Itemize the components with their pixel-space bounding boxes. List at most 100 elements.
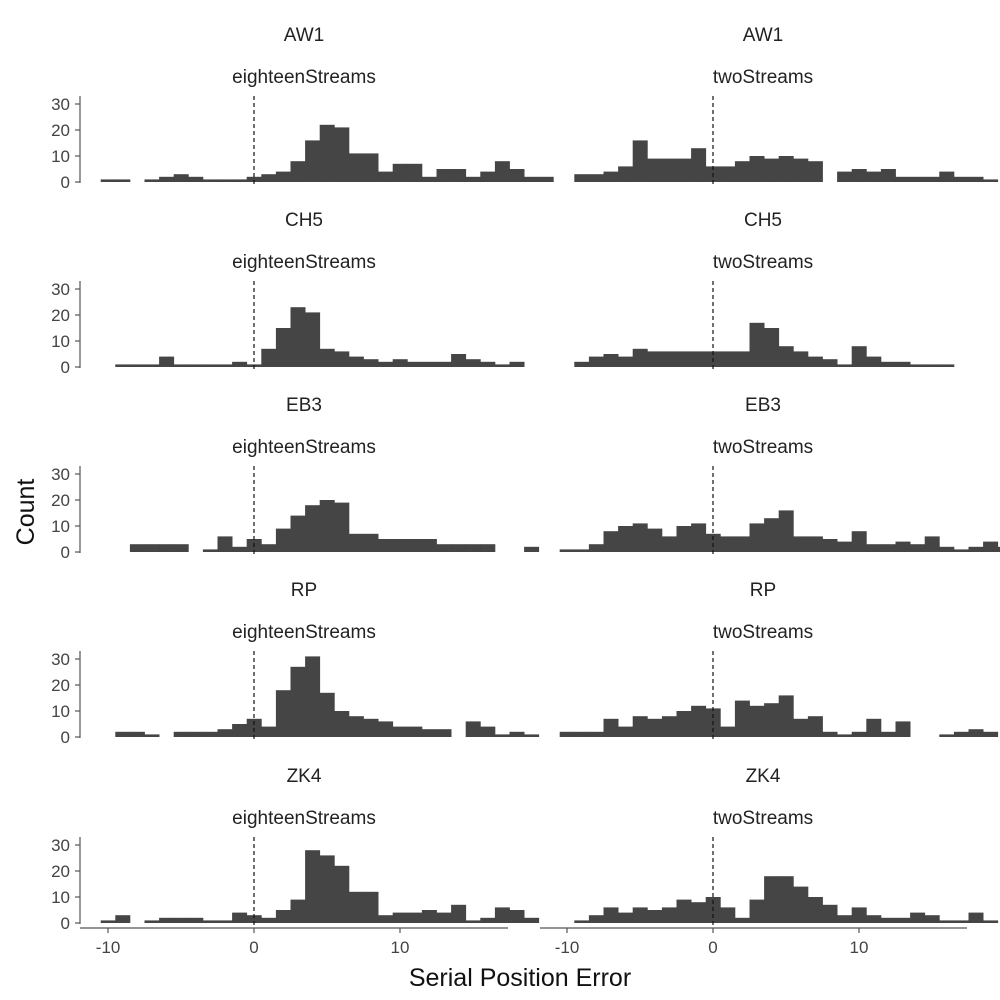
histogram-bar	[305, 850, 321, 923]
histogram-bar	[232, 724, 248, 737]
histogram-bar	[465, 920, 481, 923]
histogram-bar	[261, 174, 277, 182]
histogram-bar	[647, 351, 663, 367]
histogram-bar	[451, 904, 467, 923]
histogram-bar	[494, 161, 510, 182]
histogram-bar	[618, 166, 634, 182]
histogram-bar	[778, 695, 794, 737]
histogram-bar	[924, 364, 940, 367]
histogram-bar	[880, 544, 896, 552]
histogram-bar	[509, 731, 525, 737]
histogram-bar	[910, 364, 926, 367]
facet-row-label: EB3	[745, 395, 781, 416]
histogram-bar	[334, 502, 350, 552]
histogram-bar	[749, 156, 765, 182]
histogram-bar	[480, 171, 496, 182]
histogram-bar	[851, 531, 867, 552]
histogram-bar	[261, 544, 277, 552]
histogram-bar	[618, 526, 634, 552]
histogram-bar	[866, 915, 882, 923]
histogram-bar	[837, 915, 853, 923]
y-tick-label: 20	[51, 306, 70, 325]
histogram-bar	[793, 886, 809, 923]
facet-row-label: RP	[291, 580, 317, 601]
histogram-bar	[837, 364, 853, 367]
facet-row-label: AW1	[743, 25, 783, 46]
histogram-bar	[378, 361, 394, 367]
y-tick-label: 20	[51, 862, 70, 881]
histogram-bar	[793, 718, 809, 737]
histogram-bar	[275, 690, 291, 737]
histogram-bar	[968, 912, 984, 923]
y-tick-label: 10	[51, 517, 70, 536]
histogram-bar	[822, 731, 838, 737]
histogram-bar	[968, 729, 984, 737]
histogram-bar	[895, 176, 911, 182]
histogram-bar	[144, 179, 160, 182]
y-axis-title: Count	[12, 479, 40, 546]
histogram-bar	[968, 176, 984, 182]
histogram-bar	[246, 915, 262, 923]
histogram-bar	[319, 124, 335, 182]
y-tick-label: 20	[51, 676, 70, 695]
histogram-bar	[983, 920, 999, 923]
histogram-bar	[676, 526, 692, 552]
histogram-bar	[939, 920, 955, 923]
facet-column-label: twoStreams	[713, 67, 813, 88]
histogram-bar	[588, 915, 604, 923]
histogram-bar	[363, 533, 379, 552]
histogram-bar	[793, 158, 809, 182]
histogram-bar	[618, 356, 634, 367]
histogram-bar	[334, 865, 350, 923]
histogram-bar	[603, 531, 619, 552]
histogram-bar	[275, 910, 291, 923]
histogram-bar	[144, 544, 160, 552]
histogram-bar	[603, 907, 619, 923]
histogram-bar	[983, 179, 999, 182]
histogram-bar	[851, 346, 867, 367]
histogram-bar	[661, 907, 677, 923]
histogram-bar	[880, 731, 896, 737]
facet-row-label: CH5	[744, 210, 782, 231]
histogram-bar	[910, 912, 926, 923]
histogram-bar	[676, 351, 692, 367]
histogram-bar	[173, 364, 189, 367]
histogram-bar	[217, 729, 233, 737]
histogram-bar	[115, 179, 131, 182]
histogram-bar	[509, 910, 525, 923]
histogram-bar	[436, 544, 452, 552]
histogram-bar	[392, 912, 408, 923]
histogram-bar	[618, 912, 634, 923]
histogram-bar	[647, 718, 663, 737]
histogram-bar	[363, 359, 379, 367]
histogram-bar	[115, 915, 131, 923]
histogram-bar	[538, 176, 554, 182]
histogram-bar	[632, 523, 648, 552]
histogram-bar	[524, 546, 540, 552]
y-tick-label: 20	[51, 121, 70, 140]
histogram-bar	[559, 549, 575, 552]
histogram-bar	[661, 716, 677, 737]
histogram-bar	[588, 731, 604, 737]
x-tick-label: 10	[391, 938, 410, 957]
histogram-bar	[188, 917, 204, 923]
histogram-bar	[939, 171, 955, 182]
histogram-bar	[691, 523, 707, 552]
histogram-bar	[232, 179, 248, 182]
histogram-bar	[822, 359, 838, 367]
histogram-bar	[661, 158, 677, 182]
histogram-bar	[880, 361, 896, 367]
histogram-bar	[465, 176, 481, 182]
histogram-bar	[749, 705, 765, 737]
y-tick-label: 30	[51, 465, 70, 484]
histogram-bar	[451, 544, 467, 552]
histogram-bar	[421, 361, 437, 367]
histogram-bar	[451, 169, 467, 182]
histogram-bar	[363, 153, 379, 182]
histogram-bar	[866, 718, 882, 737]
histogram-bar	[524, 917, 540, 923]
histogram-bar	[691, 351, 707, 367]
histogram-bar	[232, 361, 248, 367]
histogram-bar	[202, 179, 218, 182]
